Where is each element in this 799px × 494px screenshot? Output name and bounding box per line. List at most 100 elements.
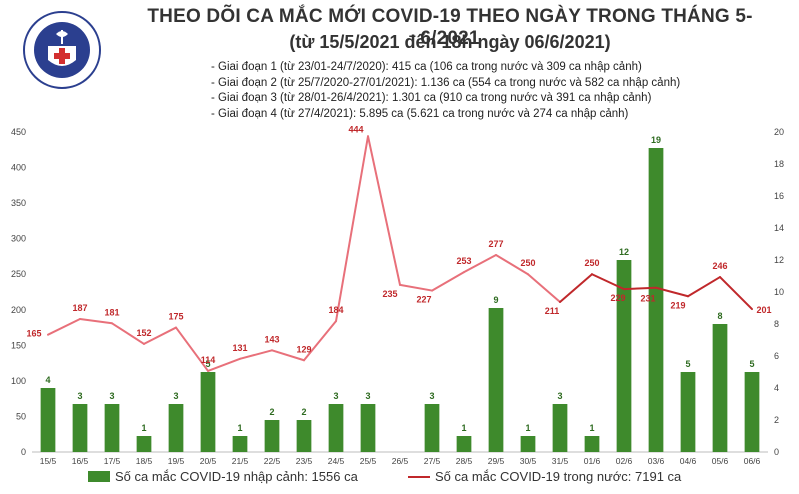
line-value-label: 219 (670, 300, 685, 310)
line-segment (623, 286, 657, 291)
line-value-label: 231 (640, 294, 655, 304)
chart-subtitle: (từ 15/5/2021 đến 18h ngày 06/6/2021) (289, 32, 611, 52)
bar (296, 420, 312, 452)
legend-item-bars: Số ca mắc COVID-19 nhập cảnh: 1556 ca (88, 469, 358, 484)
x-tick-label: 24/5 (328, 456, 345, 466)
x-tick-label: 30/5 (520, 456, 537, 466)
y-left-tick-label: 100 (11, 376, 26, 386)
line-segment (207, 357, 241, 372)
line-segment (79, 318, 113, 325)
legend-bar-swatch (88, 471, 110, 482)
line-segment (111, 322, 145, 345)
y-right-tick-label: 20 (774, 127, 784, 137)
x-tick-label: 29/5 (488, 456, 505, 466)
y-right-tick-label: 12 (774, 255, 784, 265)
line-value-label: 152 (136, 328, 151, 338)
phase-1-text: - Giai đoạn 1 (từ 23/01-24/7/2020): 415 … (211, 61, 642, 73)
line-segment (175, 326, 209, 372)
line-value-label: 201 (756, 305, 771, 315)
legend-bar-label: Số ca mắc COVID-19 nhập cảnh: 1556 ca (115, 469, 358, 484)
bar-value-label: 3 (173, 391, 178, 401)
y-right-tick-label: 0 (774, 447, 779, 457)
x-tick-label: 26/5 (392, 456, 409, 466)
line-value-label: 114 (201, 355, 216, 365)
line-value-label: 181 (104, 307, 119, 317)
bar (712, 324, 728, 452)
x-tick-label: 02/6 (616, 456, 633, 466)
line-value-label: 131 (232, 343, 247, 353)
y-left-tick-label: 0 (21, 447, 26, 457)
bar-value-label: 4 (45, 375, 50, 385)
line-segment (591, 273, 625, 291)
phase-4-text: - Giai đoạn 4 (từ 27/4/2021): 5.895 ca (… (211, 107, 629, 120)
line-segment (719, 276, 753, 311)
x-tick-label: 15/5 (40, 456, 57, 466)
bar (264, 420, 280, 452)
line-segment (495, 254, 529, 276)
y-left-tick-label: 350 (11, 198, 26, 208)
line-value-label: 246 (712, 261, 727, 271)
line-segment (463, 254, 497, 274)
line-segment (399, 283, 433, 292)
line-segment (303, 320, 337, 362)
bar-value-label: 1 (525, 423, 530, 433)
y-right-tick-label: 14 (774, 223, 784, 233)
bar-value-label: 5 (685, 359, 690, 369)
bar (680, 372, 696, 452)
bar-value-label: 1 (237, 423, 242, 433)
y-right-tick-label: 16 (774, 191, 784, 201)
line-segment (335, 135, 369, 323)
bar (136, 436, 152, 452)
line-value-label: 187 (72, 303, 87, 313)
line-segment (367, 135, 401, 286)
line-segment (559, 273, 593, 303)
line-segment (143, 326, 177, 345)
bar (456, 436, 472, 452)
y-left-tick-label: 50 (16, 411, 26, 421)
bar (424, 404, 440, 452)
x-tick-label: 27/5 (424, 456, 441, 466)
bar-value-label: 3 (109, 391, 114, 401)
chart-legend: Số ca mắc COVID-19 nhập cảnh: 1556 ca Số… (88, 469, 788, 489)
x-tick-label: 19/5 (168, 456, 185, 466)
line-value-label: 211 (545, 306, 560, 316)
bar (552, 404, 568, 452)
x-tick-label: 23/5 (296, 456, 313, 466)
bar (360, 404, 376, 452)
bar (104, 404, 120, 452)
y-left-tick-label: 200 (11, 305, 26, 315)
bar-value-label: 12 (619, 247, 629, 257)
bar-value-label: 1 (589, 423, 594, 433)
bar-value-label: 3 (333, 391, 338, 401)
bar-value-label: 3 (77, 391, 82, 401)
bar-value-label: 2 (269, 407, 274, 417)
y-right-tick-label: 2 (774, 415, 779, 425)
line-segment (687, 276, 721, 298)
legend-item-line: Số ca mắc COVID-19 trong nước: 7191 ca (408, 469, 681, 484)
x-tick-label: 01/6 (584, 456, 601, 466)
x-tick-label: 03/6 (648, 456, 665, 466)
bar-value-label: 5 (205, 359, 210, 369)
y-right-tick-label: 6 (774, 351, 779, 361)
bar (168, 404, 184, 452)
line-segment (239, 349, 273, 360)
bar (584, 436, 600, 452)
phase-3-text: - Giai đoạn 3 (từ 28/01-26/4/2021): 1.30… (211, 92, 652, 104)
line-segment (527, 273, 561, 303)
y-left-tick-label: 150 (11, 340, 26, 350)
line-value-label: 229 (610, 293, 625, 303)
bar-value-label: 2 (301, 407, 306, 417)
phase-summary: - Giai đoạn 1 (từ 23/01-24/7/2020): 415 … (211, 60, 680, 122)
line-value-label: 175 (168, 312, 183, 322)
bar-value-label: 5 (749, 359, 754, 369)
legend-line-swatch (408, 475, 430, 478)
y-left-tick-label: 400 (11, 163, 26, 173)
x-tick-label: 06/6 (744, 456, 761, 466)
bar (744, 372, 760, 452)
bar-value-label: 1 (461, 423, 466, 433)
y-right-tick-label: 8 (774, 319, 779, 329)
bar (200, 372, 216, 452)
bar (648, 148, 664, 452)
x-tick-label: 31/5 (552, 456, 569, 466)
